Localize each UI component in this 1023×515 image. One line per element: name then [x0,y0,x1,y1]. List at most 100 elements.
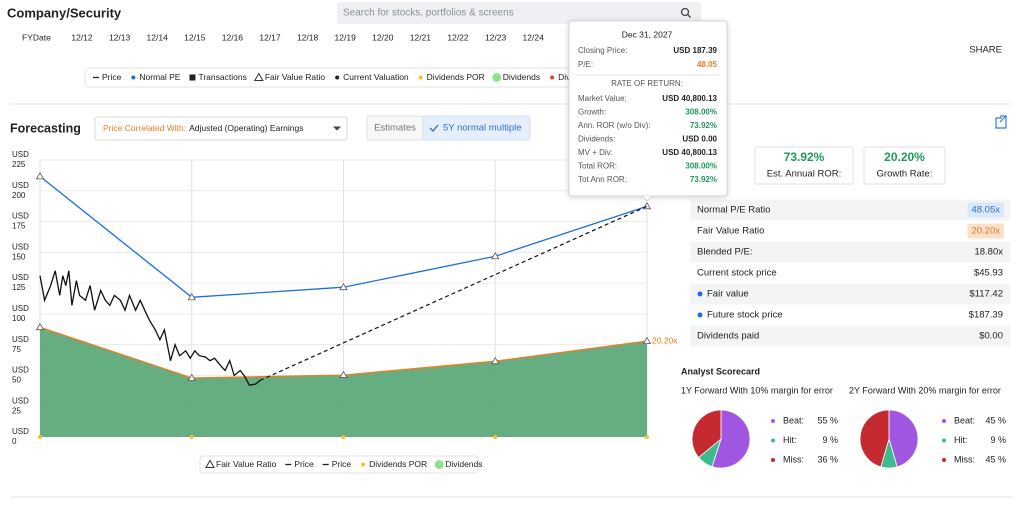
legend-label: Beat: [954,415,975,425]
y-tick-unit: USD [12,335,29,344]
fy-date: 12/14 [147,32,169,42]
fy-date: 12/22 [447,32,469,42]
tooltip-label: P/E: [578,60,593,69]
data-point [645,435,649,439]
data-point [493,435,497,439]
fy-date: 12/19 [335,32,357,42]
legend-marker [189,75,195,81]
data-point [190,435,194,439]
open-icon-arrow [1000,116,1006,122]
fy-date: 12/16 [222,32,244,42]
legend-label: Fair Value Ratio [265,72,326,82]
fy-label: FYDate [22,32,51,42]
dropdown-label: Price Correlated With: [103,123,186,133]
legend-label: Hit: [783,435,797,445]
pie-value-label: 45 % [985,415,1006,425]
row-badge-text: 20.20x [971,226,1000,237]
tooltip-value: 308.00% [685,108,717,117]
legend-marker [335,76,339,80]
legend-dot [771,458,775,462]
row-label: Normal P/E Ratio [697,205,770,216]
tooltip-label: Total ROR: [578,162,617,171]
legend-label: Price [294,459,314,469]
row-value: $0.00 [979,331,1003,342]
y-tick-label: 50 [12,376,21,385]
y-tick-unit: USD [12,396,29,405]
row-label: Dividends paid [697,331,759,342]
legend-label: Current Valuation [343,72,409,82]
y-tick-label: 75 [12,345,21,354]
legend-label: Miss: [783,454,804,464]
legend-marker [131,76,135,80]
tab-label: Estimates [374,123,416,134]
tab-label: 5Y normal multiple [443,123,522,134]
fy-date: 12/20 [372,32,394,42]
pie-value-label: 36 % [817,454,838,464]
legend-marker [550,76,554,80]
tooltip-label: Dividends: [578,135,615,144]
legend-label: Hit: [954,435,968,445]
tooltip-value: 73.92% [690,175,717,184]
tooltip-label: MV + Div: [578,148,613,157]
scorecard-title: Analyst Scorecard [681,366,760,376]
pie-value-label: 9 % [990,435,1006,445]
legend-label: Beat: [783,415,804,425]
open-icon-box [996,118,1006,128]
point-marker [37,173,44,179]
tooltip-date: Dec 31, 2027 [622,29,673,39]
row-label: Fair value [707,289,749,300]
legend-label: Dividends POR [427,72,485,82]
tooltip-label: Growth: [578,108,606,117]
tooltip-label: Market Value: [578,94,627,103]
tooltip-section: RATE OF RETURN: [611,79,683,88]
row-dot [698,313,703,318]
row-value: $45.93 [974,268,1003,279]
legend-label: Price [102,72,122,82]
legend-label: Fair Value Ratio [216,459,277,469]
legend-dot [942,439,946,443]
open-icon[interactable] [996,116,1006,128]
pie-title: 1Y Forward With 10% margin for error [681,385,833,395]
legend-label: Normal PE [139,72,180,82]
card-value: 73.92% [784,150,825,164]
legend-label: Dividends [503,72,540,82]
row-label: Current stock price [697,268,777,279]
row-label: Future stock price [707,310,783,321]
tooltip-value: 73.92% [690,121,717,130]
y-tick-label: 100 [12,314,26,323]
search-placeholder: Search for stocks, portfolios & screens [343,8,514,19]
data-point [38,435,42,439]
row-label: Fair Value Ratio [697,226,764,237]
card-label: Growth Rate: [877,169,933,180]
dropdown-value: Adjusted (Operating) Earnings [189,123,303,133]
y-tick-unit: USD [12,273,29,282]
tooltip-label: Ann. ROR (w/o Div): [578,121,650,130]
legend-marker [361,463,365,467]
y-tick-label: 150 [12,252,26,261]
point-marker [37,324,44,330]
row-value: $117.42 [969,289,1003,300]
tooltip-label: Tot Ann ROR: [578,175,627,184]
tooltip-value: USD 0.00 [682,135,717,144]
share-button[interactable]: SHARE [969,45,1002,56]
legend-dot [771,439,775,443]
pie-title: 2Y Forward With 20% margin for error [849,385,1001,395]
section-title: Forecasting [10,121,81,135]
row-value: 18.80x [974,247,1003,258]
legend-marker [492,73,501,82]
legend-dot [942,419,946,423]
y-tick-label: 175 [12,222,26,231]
fy-date: 12/13 [109,32,131,42]
tooltip-value: USD 40,800.13 [662,148,717,157]
data-point [342,435,346,439]
y-tick-unit: USD [12,212,29,221]
tooltip-value: 48.05 [697,60,718,69]
legend-dot [942,458,946,462]
pie-value-label: 45 % [985,454,1006,464]
fy-date: 12/12 [71,32,93,42]
legend-label: Miss: [954,454,975,464]
y-tick-unit: USD [12,181,29,190]
legend-marker [435,460,444,469]
